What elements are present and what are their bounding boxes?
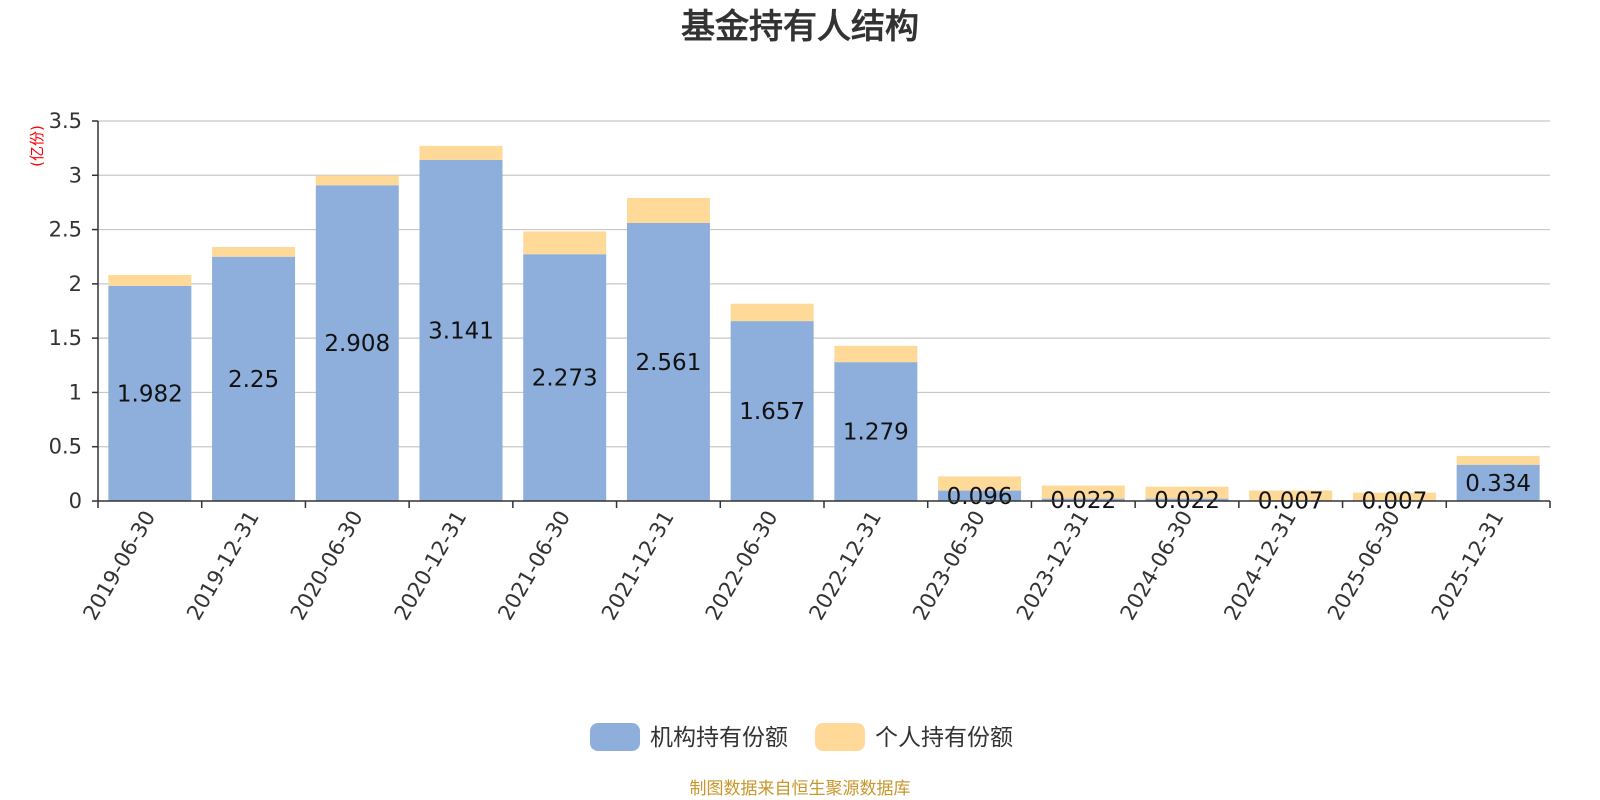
y-tick-label: 2 xyxy=(69,272,82,296)
bar-value-label: 3.141 xyxy=(428,318,494,344)
bar-value-label: 0.334 xyxy=(1465,471,1531,497)
bar-institutional[interactable] xyxy=(212,256,296,501)
bar-individual[interactable] xyxy=(834,345,918,363)
y-tick-label: 3.5 xyxy=(49,109,82,133)
bar-individual[interactable] xyxy=(1041,485,1125,499)
bar-individual[interactable] xyxy=(108,274,192,286)
bar-individual[interactable] xyxy=(212,246,296,257)
bar-institutional[interactable] xyxy=(938,490,1022,501)
x-tick-label: 2023-06-30 xyxy=(908,507,990,625)
x-tick-label: 2022-06-30 xyxy=(701,507,783,625)
bar-value-label: 0.096 xyxy=(947,484,1013,510)
legend: 机构持有份额 个人持有份额 xyxy=(590,723,1013,751)
bar-institutional[interactable] xyxy=(834,362,918,501)
chart-title: 基金持有人结构 xyxy=(681,7,919,47)
x-tick-label: 2019-06-30 xyxy=(78,507,160,625)
bar-individual[interactable] xyxy=(1145,486,1229,499)
x-tick-label: 2021-12-31 xyxy=(597,507,679,625)
y-tick-label: 1 xyxy=(69,380,82,404)
bar-individual[interactable] xyxy=(938,476,1022,491)
x-tick-label: 2022-12-31 xyxy=(804,507,886,625)
bar-individual[interactable] xyxy=(1249,490,1333,501)
x-tick-label: 2025-06-30 xyxy=(1323,507,1405,625)
x-tick-label: 2024-12-31 xyxy=(1219,507,1301,625)
y-tick-label: 1.5 xyxy=(49,326,82,350)
legend-swatch[interactable] xyxy=(815,723,865,751)
legend-label[interactable]: 个人持有份额 xyxy=(875,725,1013,751)
x-tick-label: 2023-12-31 xyxy=(1012,507,1094,625)
data-source-note: 制图数据来自恒生聚源数据库 xyxy=(690,779,911,799)
bar-value-label: 1.279 xyxy=(843,420,909,446)
bar-individual[interactable] xyxy=(730,303,814,322)
x-tick-label: 2024-06-30 xyxy=(1116,507,1198,625)
bar-value-label: 1.982 xyxy=(117,381,183,407)
x-tick-label: 2019-12-31 xyxy=(182,507,264,625)
bar-series xyxy=(108,145,1540,501)
y-tick-label: 0.5 xyxy=(49,435,82,459)
bar-value-label: 2.273 xyxy=(532,366,598,392)
bar-institutional[interactable] xyxy=(730,321,814,501)
y-tick-label: 2.5 xyxy=(49,218,82,242)
x-tick-label: 2020-12-31 xyxy=(390,507,472,625)
bar-value-label: 2.561 xyxy=(635,350,701,376)
bar-individual[interactable] xyxy=(1456,456,1540,465)
y-tick-label: 0 xyxy=(69,489,82,513)
bar-individual[interactable] xyxy=(315,175,399,186)
bar-institutional[interactable] xyxy=(523,254,607,501)
x-tick-label: 2021-06-30 xyxy=(493,507,575,625)
bar-value-label: 2.908 xyxy=(324,331,390,357)
bar-institutional[interactable] xyxy=(108,285,192,501)
bar-institutional[interactable] xyxy=(1456,464,1540,501)
bar-value-label: 2.25 xyxy=(228,367,279,393)
bar-individual[interactable] xyxy=(523,231,607,255)
bar-institutional[interactable] xyxy=(1145,498,1229,501)
x-tick-label: 2020-06-30 xyxy=(286,507,368,625)
bar-value-label: 1.657 xyxy=(739,399,805,425)
legend-label[interactable]: 机构持有份额 xyxy=(650,725,788,751)
y-axis-unit-label: (亿份) xyxy=(28,125,46,167)
bar-institutional[interactable] xyxy=(419,159,503,501)
x-tick-label: 2025-12-31 xyxy=(1427,507,1509,625)
legend-swatch[interactable] xyxy=(590,723,640,751)
bar-institutional[interactable] xyxy=(315,185,399,501)
bar-institutional[interactable] xyxy=(626,222,710,501)
bar-individual[interactable] xyxy=(1352,492,1436,501)
y-tick-label: 3 xyxy=(69,163,82,187)
bar-individual[interactable] xyxy=(626,197,710,223)
bar-institutional[interactable] xyxy=(1041,498,1125,501)
bar-individual[interactable] xyxy=(419,145,503,160)
